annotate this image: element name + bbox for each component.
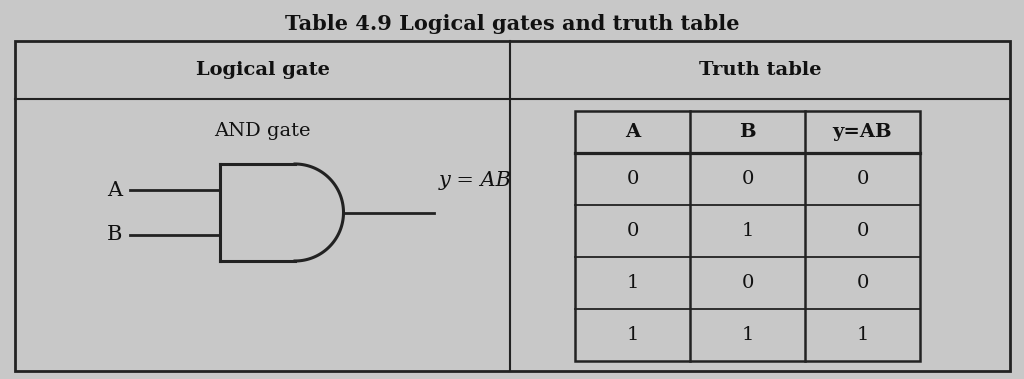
Text: 1: 1	[856, 326, 868, 344]
Text: 0: 0	[627, 170, 639, 188]
Text: 0: 0	[856, 222, 868, 240]
Text: Logical gate: Logical gate	[196, 61, 330, 79]
Text: 1: 1	[627, 274, 639, 292]
Text: Table 4.9 Logical gates and truth table: Table 4.9 Logical gates and truth table	[285, 14, 739, 34]
Text: 0: 0	[741, 274, 754, 292]
Text: 1: 1	[741, 326, 754, 344]
Text: 0: 0	[741, 170, 754, 188]
Text: y = AB: y = AB	[438, 172, 512, 191]
Text: 0: 0	[856, 274, 868, 292]
Text: A: A	[106, 181, 122, 200]
Text: 0: 0	[856, 170, 868, 188]
Text: y=AB: y=AB	[833, 123, 892, 141]
Text: A: A	[625, 123, 640, 141]
Text: 0: 0	[627, 222, 639, 240]
Text: B: B	[739, 123, 756, 141]
Text: 1: 1	[741, 222, 754, 240]
Polygon shape	[575, 111, 920, 361]
Text: AND gate: AND gate	[214, 122, 310, 140]
Text: 1: 1	[627, 326, 639, 344]
Text: B: B	[106, 225, 122, 244]
Text: Truth table: Truth table	[698, 61, 821, 79]
